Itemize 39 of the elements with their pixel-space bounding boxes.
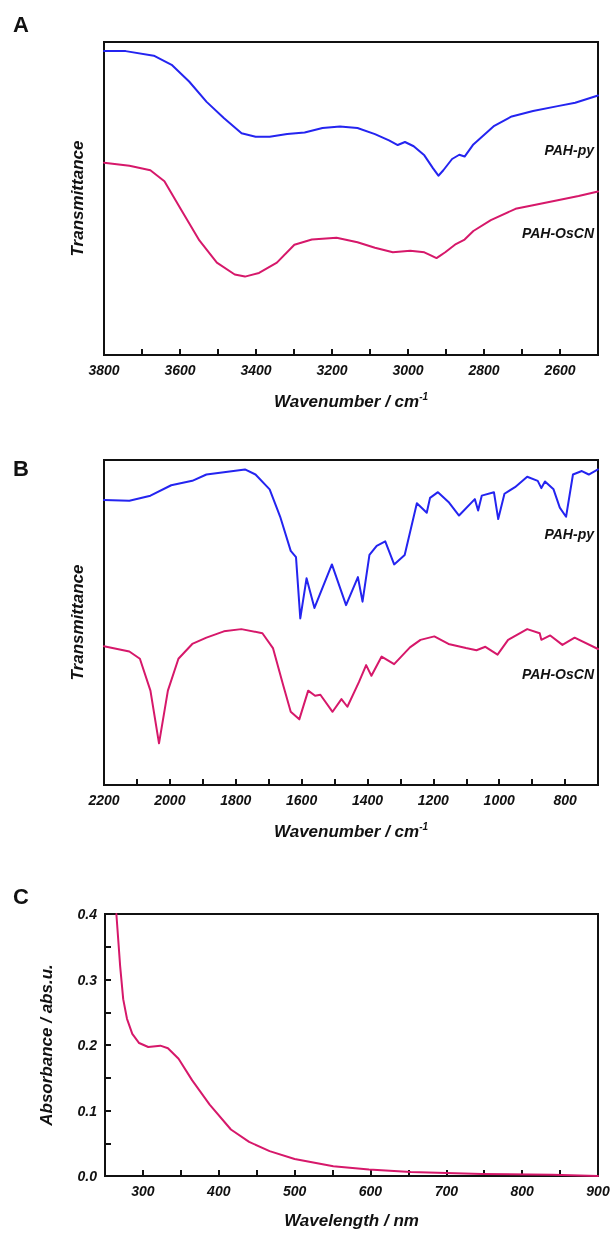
x-tick-label: 2000 [153, 792, 186, 808]
x-tick-label: 800 [510, 1183, 535, 1199]
x-tick-label: 500 [282, 1183, 307, 1199]
y-tick-label: 0.1 [77, 1102, 98, 1119]
y-axis-title: Absorbance / abs.u. [37, 964, 56, 1127]
x-tick-label: 1000 [483, 792, 515, 808]
series-label: PAH-OsCN [521, 224, 595, 241]
text: PAH-py [544, 142, 596, 159]
x-tick-label: 3200 [316, 362, 348, 378]
series-label: PAH-py [544, 526, 596, 543]
x-tick-label: 2600 [543, 362, 576, 378]
x-tick-label: 1600 [286, 792, 318, 808]
x-tick-label: 300 [131, 1183, 155, 1199]
y-tick-label: 0.4 [77, 906, 98, 922]
x-tick-label: 1800 [220, 792, 252, 808]
chart-title: C [13, 883, 29, 909]
x-tick-label: 600 [358, 1183, 383, 1199]
line-series [115, 913, 599, 1177]
y-axis-title: Transmittance [68, 140, 87, 257]
x-tick-label: 2200 [87, 792, 120, 808]
y-tick-label: 0.3 [77, 971, 98, 988]
y-tick-label: 0.2 [77, 1037, 98, 1053]
y-axis-title: Transmittance [68, 564, 87, 681]
x-tick-label: 1200 [417, 792, 450, 808]
x-axis-title: Wavelength / nm [284, 1211, 419, 1230]
x-tick-label: 2800 [467, 362, 500, 378]
x-tick-label: 900 [586, 1183, 610, 1199]
x-tick-label: 400 [206, 1183, 231, 1199]
x-tick-label: 3400 [240, 362, 272, 378]
chart-title: A [13, 11, 29, 37]
y-tick-label: 0.0 [77, 1168, 98, 1184]
x-tick-label: 800 [553, 792, 577, 808]
x-tick-label: 700 [434, 1183, 459, 1199]
chart-title: B [13, 455, 29, 481]
x-tick-label: 3800 [88, 362, 120, 378]
x-tick-label: 1400 [351, 792, 384, 808]
x-tick-label: 3000 [392, 362, 424, 378]
series-label: PAH-OsCN [521, 666, 595, 682]
x-tick-label: 3600 [164, 362, 196, 378]
